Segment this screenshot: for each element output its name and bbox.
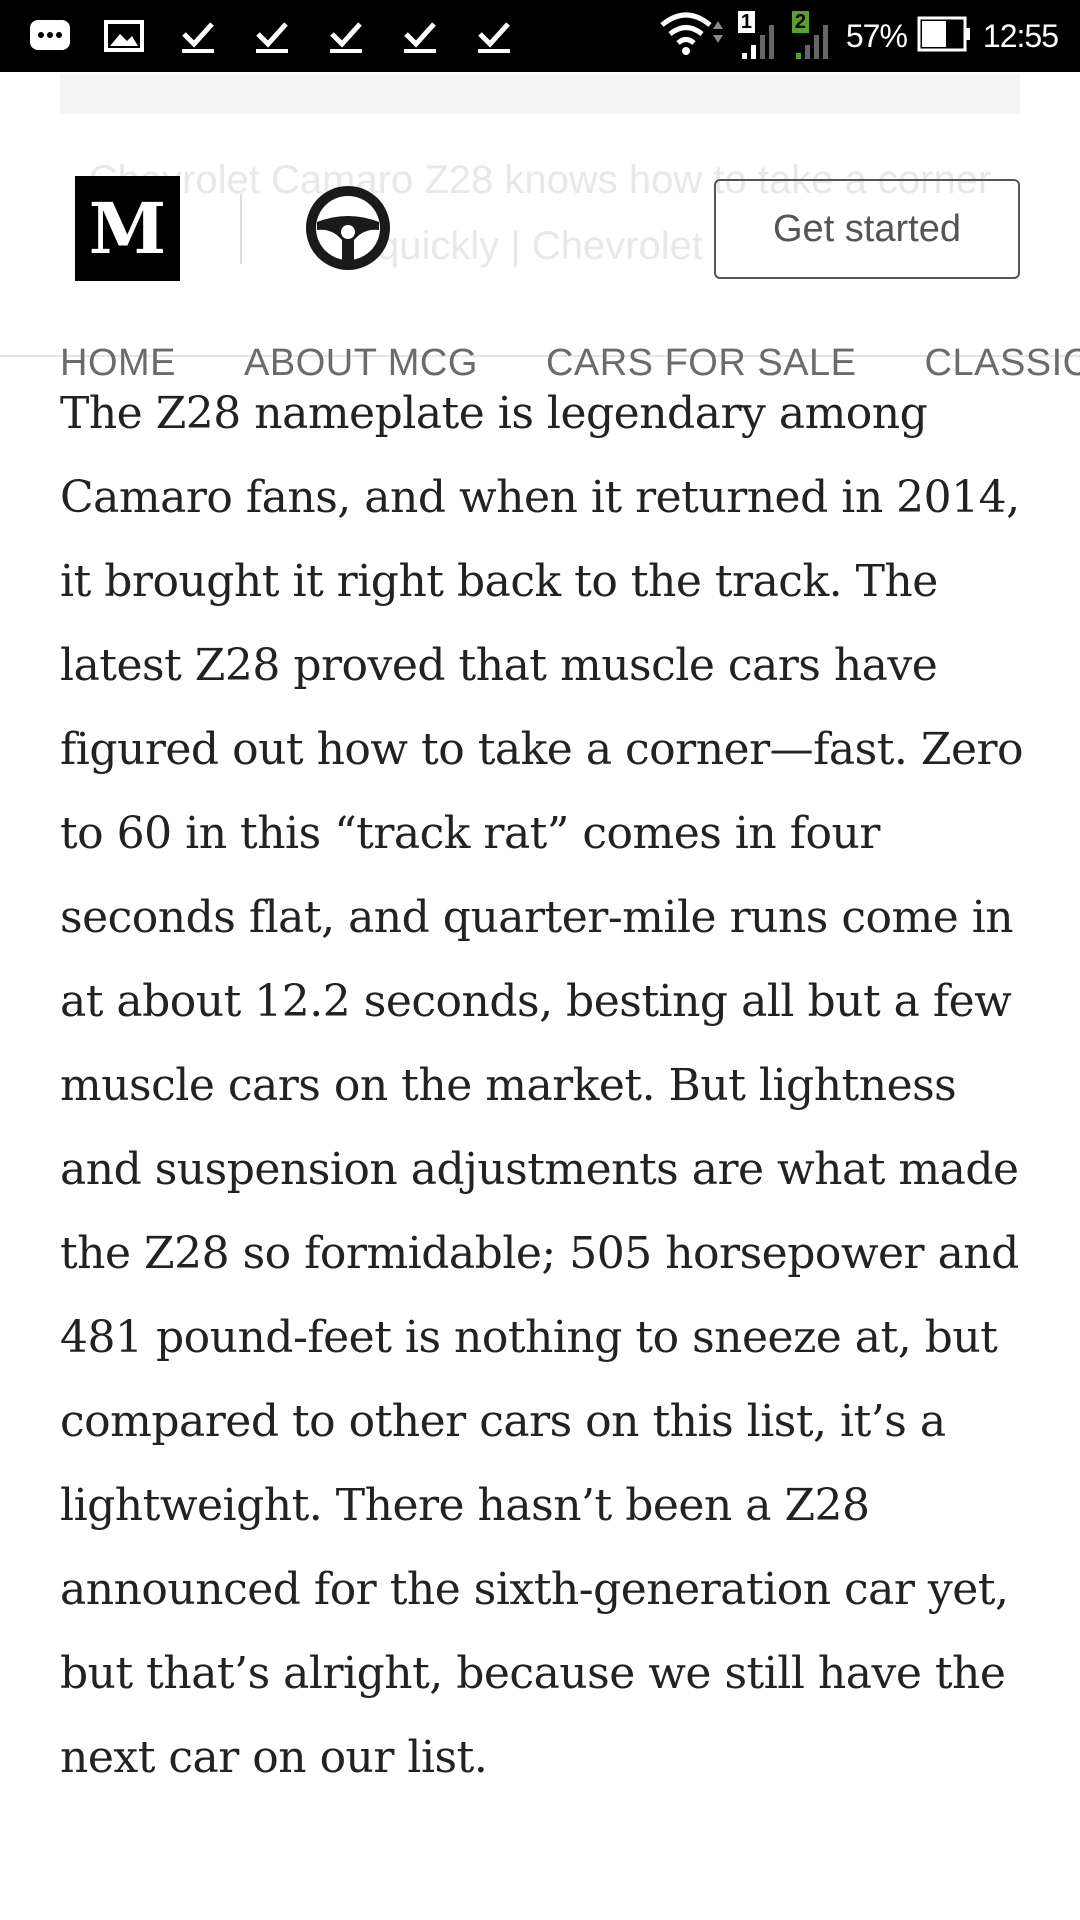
gallery-icon [102,14,146,58]
download-done-icon [324,14,368,58]
faded-image-strip [60,74,1020,114]
medium-logo-letter: M [88,187,167,270]
header-divider [240,194,242,264]
faded-caption: Chevrolet Camaro Z28 knows how to take a… [88,158,992,268]
article-paragraph: The Z28 nameplate is legendary among Cam… [60,388,1024,1783]
nav-item-about[interactable]: ABOUT MCG [244,342,478,384]
messenger-icon [28,14,72,58]
clock: 12:55 [982,17,1059,54]
sim2-label: 2 [791,11,809,33]
status-bar: 1 2 57% 12:55 [0,0,1080,72]
publication-nav: HOME ABOUT MCG CARS FOR SALE CLASSIC [60,342,1080,402]
signal-icon: 1 [737,11,782,61]
battery-percent: 57% [845,17,908,54]
download-done-icon [250,14,294,58]
battery-icon [917,14,973,59]
sim1-label: 1 [737,11,755,33]
nav-item-home[interactable]: HOME [60,342,176,384]
wifi-icon [658,9,728,64]
get-started-button[interactable]: Get started [714,179,1020,279]
signal-icon: 2 [791,11,836,61]
nav-item-cars-for-sale[interactable]: CARS FOR SALE [545,342,857,384]
medium-logo[interactable]: M [75,176,180,281]
download-done-icon [176,14,220,58]
steering-wheel-icon[interactable] [302,182,394,274]
nav-item-classic[interactable]: CLASSIC [924,342,1080,384]
download-done-icon [398,14,442,58]
publication-header: Chevrolet Camaro Z28 knows how to take a… [0,72,1080,384]
download-done-icon [472,14,516,58]
